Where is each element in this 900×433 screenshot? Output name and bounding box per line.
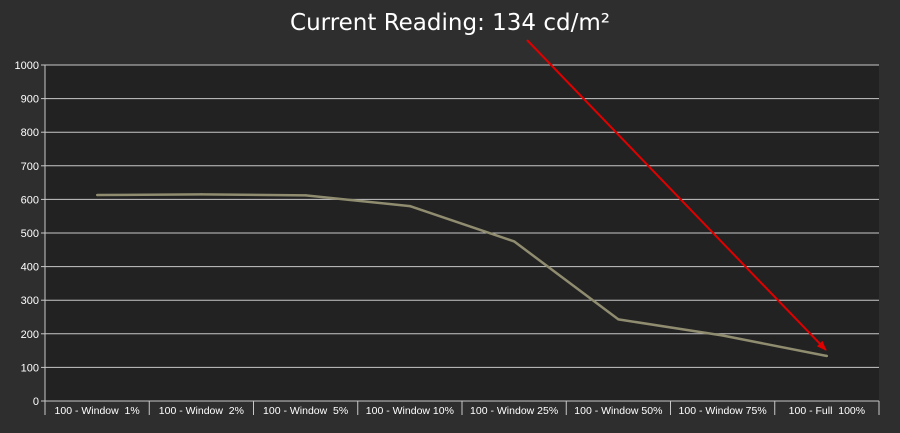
data-point <box>512 240 516 243</box>
annotation-arrow <box>526 39 827 351</box>
data-point <box>825 354 829 358</box>
y-tick-label: 0 <box>33 396 39 408</box>
y-tick-label: 100 <box>21 362 39 374</box>
y-tick-label: 700 <box>21 161 39 173</box>
data-point <box>408 204 412 208</box>
y-tick-label: 800 <box>21 127 39 139</box>
y-tick-label: 600 <box>21 194 39 206</box>
data-point <box>200 193 203 196</box>
y-tick-label: 400 <box>21 262 39 274</box>
data-point <box>617 318 620 321</box>
x-tick-label: 100 - Full 100% <box>789 405 865 417</box>
x-tick-label: 100 - Window 5% <box>263 405 348 417</box>
series-line <box>97 193 828 358</box>
y-tick-label: 1000 <box>15 60 39 72</box>
y-tick-label: 500 <box>21 228 39 240</box>
y-tick-label: 900 <box>21 94 39 106</box>
x-tick-label: 100 - Window 2% <box>159 405 244 417</box>
x-tick-label: 100 - Window 75% <box>679 405 767 417</box>
chart-title: Current Reading: 134 cd/m² <box>290 10 610 36</box>
x-tick-label: 100 - Window 50% <box>574 405 662 417</box>
x-tick-label: 100 - Window 1% <box>55 405 140 417</box>
data-point <box>95 193 99 197</box>
x-tick-label: 100 - Window 25% <box>470 405 558 417</box>
data-point <box>721 334 724 337</box>
y-tick-label: 200 <box>21 329 39 341</box>
x-tick-label: 100 - Window 10% <box>366 405 454 417</box>
y-tick-label: 300 <box>21 295 39 307</box>
data-point <box>304 194 307 197</box>
